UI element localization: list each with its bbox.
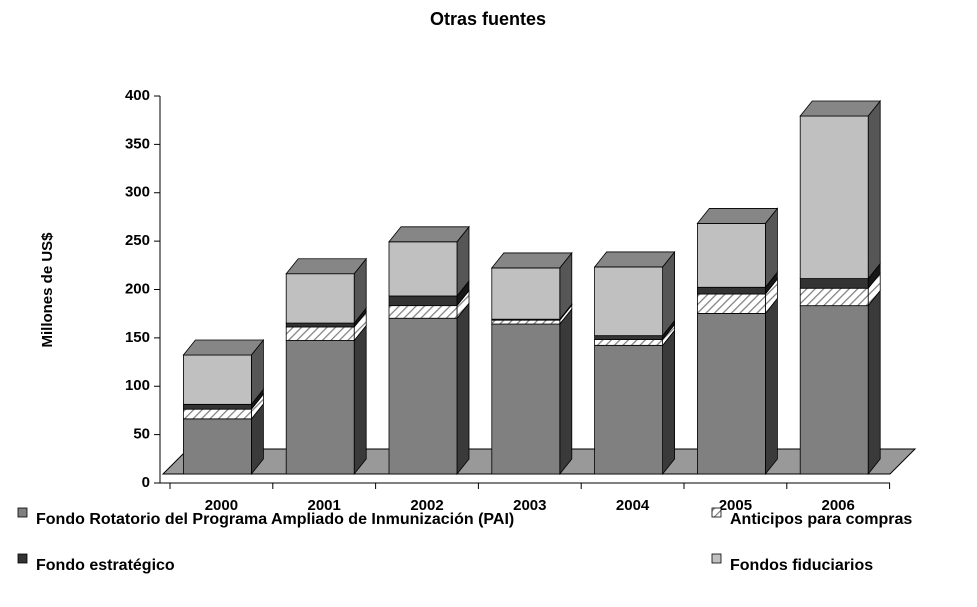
y-tick-label: 0: [142, 474, 150, 491]
bar: [285, 326, 355, 341]
bar-top: [490, 252, 573, 269]
bar: [799, 115, 869, 279]
x-tick-label: 2005: [719, 497, 752, 514]
legend-label: Anticipos para compras: [730, 511, 912, 528]
legend-swatch: [711, 553, 722, 564]
bar: [182, 408, 252, 420]
bar: [491, 323, 561, 475]
bar-top: [285, 258, 368, 275]
bar-side: [353, 324, 367, 476]
bar: [285, 340, 355, 475]
bar: [388, 295, 458, 307]
bar-top: [182, 339, 265, 356]
y-tick-label: 150: [125, 329, 150, 346]
legend-swatch: [711, 507, 722, 518]
x-tick-label: 2000: [205, 497, 238, 514]
bar: [697, 223, 766, 288]
bar-top: [799, 100, 882, 117]
chart-title: Otras fuentes: [430, 9, 546, 29]
bar: [388, 241, 458, 297]
bar-side: [867, 289, 881, 476]
y-axis-label: Millones de US$: [39, 232, 56, 348]
bar: [182, 403, 252, 410]
bar: [182, 354, 252, 405]
bar: [799, 278, 869, 289]
bar: [799, 305, 869, 475]
bar: [182, 418, 252, 475]
bar: [697, 293, 766, 314]
y-tick-label: 200: [125, 280, 150, 297]
bar: [388, 305, 458, 319]
bar: [799, 287, 869, 307]
bar: [697, 312, 766, 475]
y-tick-label: 100: [125, 377, 150, 394]
bar-side: [559, 307, 573, 476]
x-tick-label: 2006: [822, 497, 855, 514]
legend-swatch: [17, 507, 28, 518]
bar-side: [456, 302, 470, 476]
bar-top: [593, 251, 676, 268]
bar-side: [662, 329, 675, 476]
bar: [388, 317, 458, 475]
legend-swatch: [17, 553, 28, 564]
bar-side: [765, 297, 778, 476]
bar: [285, 322, 355, 328]
bar: [491, 267, 561, 320]
y-tick-label: 300: [125, 184, 150, 201]
y-tick-label: 350: [125, 135, 150, 152]
legend-label: Fondos fiduciarios: [730, 557, 873, 574]
y-tick-label: 50: [133, 426, 150, 443]
y-tick-label: 250: [125, 232, 150, 249]
legend-label: Fondo estratégico: [36, 557, 175, 574]
bar: [697, 286, 766, 295]
bar: [594, 335, 663, 340]
x-tick-label: 2003: [513, 497, 546, 514]
x-tick-label: 2001: [308, 497, 341, 514]
bar: [285, 273, 355, 324]
y-tick-label: 400: [125, 87, 150, 104]
bar-top: [696, 208, 779, 224]
x-tick-label: 2004: [616, 497, 650, 514]
bar: [594, 339, 663, 346]
bar: [594, 344, 663, 475]
bar-side: [867, 99, 881, 280]
legend-label: Fondo Rotatorio del Programa Ampliado de…: [36, 511, 514, 528]
bar-top: [388, 226, 470, 243]
bar: [491, 319, 561, 325]
x-tick-label: 2002: [410, 497, 443, 514]
bar: [594, 266, 663, 337]
